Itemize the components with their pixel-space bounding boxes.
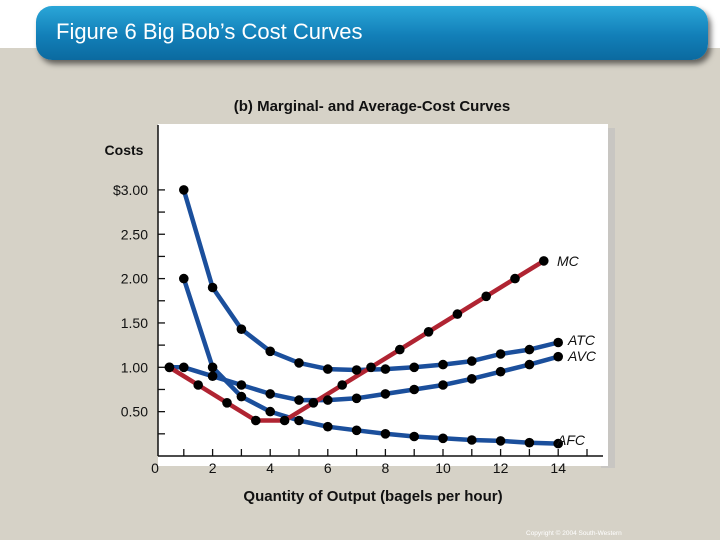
atc-point bbox=[467, 356, 477, 366]
y-tick-label: 2.00 bbox=[121, 271, 148, 287]
afc-curve bbox=[181, 276, 561, 446]
mc-point bbox=[366, 362, 376, 373]
chart-title: (b) Marginal- and Average-Cost Curves bbox=[234, 98, 510, 115]
mc-label: MC bbox=[557, 253, 580, 269]
x-tick-label: 10 bbox=[435, 460, 451, 476]
avc-point bbox=[553, 351, 563, 362]
mc-point bbox=[510, 273, 520, 284]
atc-point bbox=[294, 358, 304, 368]
atc-point bbox=[553, 337, 563, 348]
avc-point bbox=[179, 362, 189, 373]
afc-point bbox=[351, 425, 362, 436]
y-tick-label: $3.00 bbox=[113, 182, 148, 198]
mc-point bbox=[308, 398, 319, 408]
afc-label: AFC bbox=[556, 432, 586, 448]
afc-point bbox=[495, 436, 506, 446]
mc-point bbox=[193, 380, 203, 390]
afc-point bbox=[236, 391, 247, 402]
mc-point bbox=[337, 380, 348, 390]
mc-point bbox=[395, 344, 405, 355]
atc-point bbox=[380, 364, 391, 374]
mc-point bbox=[481, 291, 492, 302]
x-tick-label: 14 bbox=[550, 460, 566, 476]
mc-point bbox=[423, 327, 434, 337]
axes bbox=[157, 125, 603, 457]
x-axis-label: Quantity of Output (bagels per hour) bbox=[243, 488, 502, 505]
atc-point bbox=[179, 185, 189, 195]
title-bar: Figure 6 Big Bob’s Cost Curves bbox=[36, 6, 708, 60]
atc-point bbox=[351, 365, 362, 375]
atc-point bbox=[524, 344, 535, 355]
avc-point bbox=[351, 393, 362, 404]
avc-point bbox=[323, 395, 333, 405]
afc-point bbox=[467, 435, 477, 445]
atc-point bbox=[323, 364, 333, 374]
x-tick-label: 0 bbox=[151, 460, 159, 476]
mc-point bbox=[279, 415, 290, 426]
atc-curve bbox=[181, 187, 561, 373]
x-tick-label: 2 bbox=[209, 460, 217, 476]
labels: (b) Marginal- and Average-Cost Curves Cos… bbox=[105, 98, 597, 505]
avc-point bbox=[265, 389, 276, 399]
atc-point bbox=[495, 349, 506, 359]
x-tick-label: 12 bbox=[493, 460, 509, 476]
figure-title: Figure 6 Big Bob’s Cost Curves bbox=[56, 19, 363, 44]
atc-point bbox=[409, 362, 420, 373]
avc-point bbox=[495, 366, 506, 377]
mc-point bbox=[539, 256, 549, 266]
atc-point bbox=[438, 359, 448, 370]
afc-point bbox=[294, 415, 304, 426]
afc-point bbox=[524, 437, 535, 448]
avc-point bbox=[380, 389, 391, 399]
afc-point bbox=[323, 421, 333, 432]
x-tick-label: 4 bbox=[266, 460, 274, 476]
afc-point bbox=[409, 431, 420, 442]
afc-point bbox=[179, 273, 189, 284]
avc-point bbox=[294, 395, 304, 405]
x-tick-label: 6 bbox=[324, 460, 332, 476]
y-tick-label: 1.50 bbox=[121, 315, 148, 331]
atc-point bbox=[207, 282, 218, 293]
afc-point bbox=[207, 362, 218, 373]
y-axis-label: Costs bbox=[105, 142, 144, 158]
x-tick-label: 8 bbox=[382, 460, 390, 476]
afc-point bbox=[265, 406, 276, 417]
y-tick-label: 0.50 bbox=[121, 404, 148, 420]
avc-point bbox=[524, 359, 535, 370]
avc-point bbox=[438, 380, 448, 390]
mc-point bbox=[452, 309, 463, 319]
mc-curve bbox=[167, 258, 547, 423]
avc-point bbox=[467, 374, 477, 384]
mc-point bbox=[222, 398, 232, 408]
y-tick-label: 1.00 bbox=[121, 359, 148, 375]
atc-point bbox=[236, 324, 247, 335]
afc-point bbox=[438, 433, 448, 444]
mc-point bbox=[251, 415, 261, 426]
atc-point bbox=[265, 346, 276, 357]
avc-point bbox=[236, 380, 247, 390]
afc-point bbox=[553, 438, 563, 449]
avc-label: AVC bbox=[567, 348, 597, 364]
avc-point bbox=[207, 371, 218, 382]
series-points bbox=[164, 185, 563, 449]
y-tick-label: 2.50 bbox=[121, 226, 148, 242]
avc-curve bbox=[167, 354, 561, 403]
avc-point bbox=[409, 384, 420, 395]
atc-label: ATC bbox=[567, 332, 596, 348]
copyright-notice: Copyright © 2004 South-Western bbox=[526, 530, 622, 537]
afc-point bbox=[380, 429, 391, 439]
mc-point bbox=[164, 362, 175, 373]
